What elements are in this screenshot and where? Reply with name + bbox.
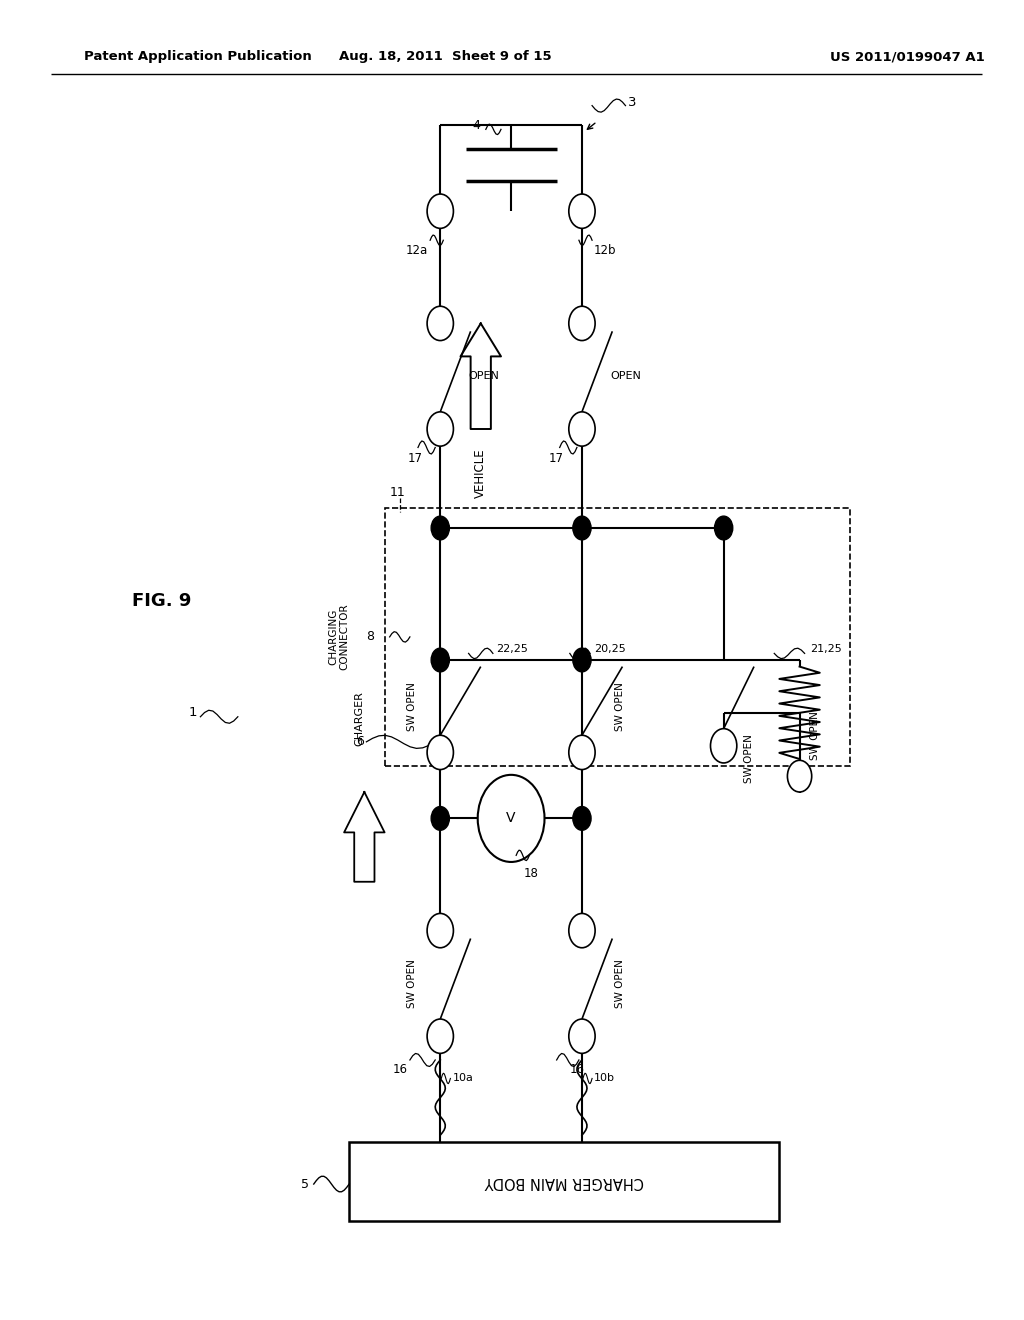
Text: 8: 8 — [367, 631, 375, 643]
Text: 10b: 10b — [594, 1073, 615, 1084]
Text: 16: 16 — [569, 1063, 585, 1076]
Text: 1: 1 — [188, 706, 198, 719]
Circle shape — [427, 735, 454, 770]
Text: OPEN: OPEN — [610, 371, 641, 381]
Text: 12b: 12b — [594, 244, 616, 257]
Text: 5: 5 — [301, 1177, 308, 1191]
Text: 17: 17 — [408, 451, 423, 465]
Text: V: V — [506, 812, 516, 825]
Circle shape — [715, 516, 733, 540]
Text: SW OPEN: SW OPEN — [615, 958, 626, 1008]
Text: VEHICLE: VEHICLE — [474, 449, 487, 499]
Circle shape — [427, 306, 454, 341]
Circle shape — [572, 516, 591, 540]
Text: SW OPEN: SW OPEN — [615, 681, 626, 731]
Text: 3: 3 — [628, 96, 636, 110]
Bar — [349, 1142, 779, 1221]
Text: 10a: 10a — [453, 1073, 473, 1084]
Circle shape — [431, 648, 450, 672]
Circle shape — [427, 1019, 454, 1053]
Text: 17: 17 — [549, 451, 564, 465]
Text: 6: 6 — [356, 735, 365, 748]
Circle shape — [427, 412, 454, 446]
Text: Aug. 18, 2011  Sheet 9 of 15: Aug. 18, 2011 Sheet 9 of 15 — [339, 50, 552, 63]
Text: CHARGING
CONNECTOR: CHARGING CONNECTOR — [329, 603, 350, 671]
Circle shape — [427, 913, 454, 948]
Circle shape — [568, 194, 595, 228]
Text: CHARGER MAIN BODY: CHARGER MAIN BODY — [484, 1173, 644, 1189]
Text: 20,25: 20,25 — [594, 644, 626, 655]
Text: 12a: 12a — [406, 244, 428, 257]
Text: 11: 11 — [390, 486, 406, 499]
Text: SW OPEN: SW OPEN — [744, 734, 754, 784]
Text: CHARGER: CHARGER — [354, 690, 365, 746]
Circle shape — [568, 412, 595, 446]
Circle shape — [572, 648, 591, 672]
Text: Patent Application Publication: Patent Application Publication — [84, 50, 311, 63]
Text: US 2011/0199047 A1: US 2011/0199047 A1 — [829, 50, 985, 63]
Text: 16: 16 — [392, 1063, 408, 1076]
Text: SW OPEN: SW OPEN — [810, 711, 820, 760]
Text: FIG. 9: FIG. 9 — [131, 591, 190, 610]
Text: SW OPEN: SW OPEN — [407, 681, 417, 731]
Circle shape — [711, 729, 737, 763]
Text: 4: 4 — [473, 119, 480, 132]
Circle shape — [568, 1019, 595, 1053]
Circle shape — [568, 306, 595, 341]
Circle shape — [431, 516, 450, 540]
Text: OPEN: OPEN — [469, 371, 500, 381]
Circle shape — [568, 913, 595, 948]
Circle shape — [568, 735, 595, 770]
Circle shape — [572, 807, 591, 830]
Text: 22,25: 22,25 — [496, 644, 527, 655]
Text: SW OPEN: SW OPEN — [407, 958, 417, 1008]
Circle shape — [787, 760, 812, 792]
Text: 21,25: 21,25 — [810, 644, 842, 655]
Circle shape — [431, 807, 450, 830]
Circle shape — [427, 194, 454, 228]
Bar — [385, 508, 850, 766]
Text: 18: 18 — [524, 867, 539, 880]
